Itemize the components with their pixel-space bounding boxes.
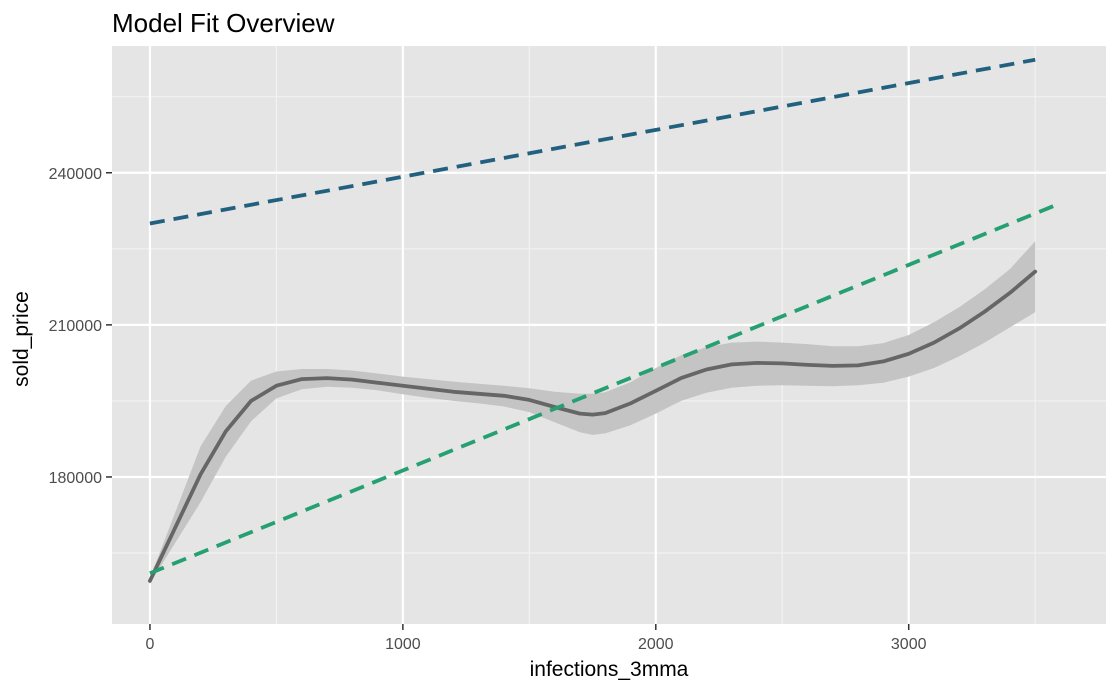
x-tick-label: 2000 xyxy=(638,636,674,653)
confidence-ribbon-layer xyxy=(149,241,1036,584)
tick-labels: 0 1000 2000 3000 180000 210000 240000 xyxy=(49,166,927,653)
x-axis-title: infections_3mma xyxy=(530,658,689,681)
y-axis-title: sold_price xyxy=(10,291,33,387)
smooth-confidence-ribbon xyxy=(149,241,1036,584)
x-tick-label: 3000 xyxy=(891,636,927,653)
linear-fit-line-blue xyxy=(149,57,1036,226)
smooth-fit-line xyxy=(147,269,1038,583)
chart-title: Model Fit Overview xyxy=(112,8,335,38)
y-tick-label: 210000 xyxy=(49,318,102,335)
grid-major xyxy=(112,46,1106,624)
x-tick-label: 1000 xyxy=(385,636,421,653)
y-tick-label: 180000 xyxy=(49,470,102,487)
x-tick-label: 0 xyxy=(145,636,154,653)
series-lines-layer xyxy=(147,57,1062,583)
y-tick-label: 240000 xyxy=(49,166,102,183)
axis-ticks xyxy=(106,172,910,630)
linear-fit-line-green xyxy=(149,201,1062,576)
